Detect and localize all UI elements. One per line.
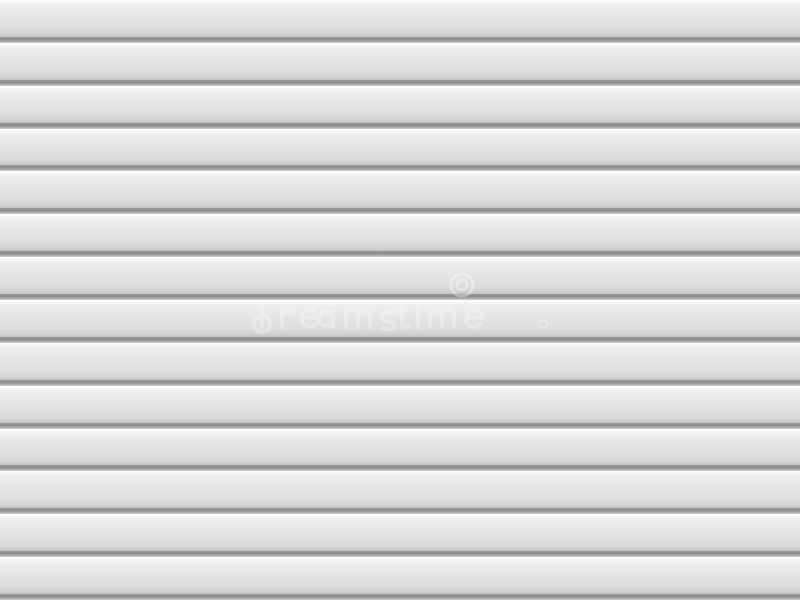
- slat-groove: [0, 123, 800, 129]
- slat: [0, 214, 800, 251]
- slat: [0, 557, 800, 594]
- slat-groove: [0, 80, 800, 86]
- slat-groove: [0, 465, 800, 471]
- slat-groove: [0, 165, 800, 171]
- slat-groove: [0, 508, 800, 514]
- slat-groove: [0, 594, 800, 600]
- slat: [0, 429, 800, 465]
- slat: [0, 343, 800, 380]
- slat: [0, 257, 800, 294]
- slat: [0, 0, 800, 37]
- slat-groove: [0, 337, 800, 343]
- slat: [0, 171, 800, 208]
- slat: [0, 386, 800, 423]
- slat: [0, 514, 800, 551]
- slat-groove: [0, 380, 800, 386]
- slat: [0, 43, 800, 80]
- slat: [0, 129, 800, 165]
- slat-groove: [0, 551, 800, 557]
- slat: [0, 86, 800, 123]
- slat-groove: [0, 294, 800, 300]
- slat-groove: [0, 251, 800, 257]
- slat-groove: [0, 37, 800, 43]
- slat: [0, 300, 800, 337]
- slat-groove: [0, 423, 800, 429]
- slat-groove: [0, 208, 800, 214]
- slat: [0, 471, 800, 508]
